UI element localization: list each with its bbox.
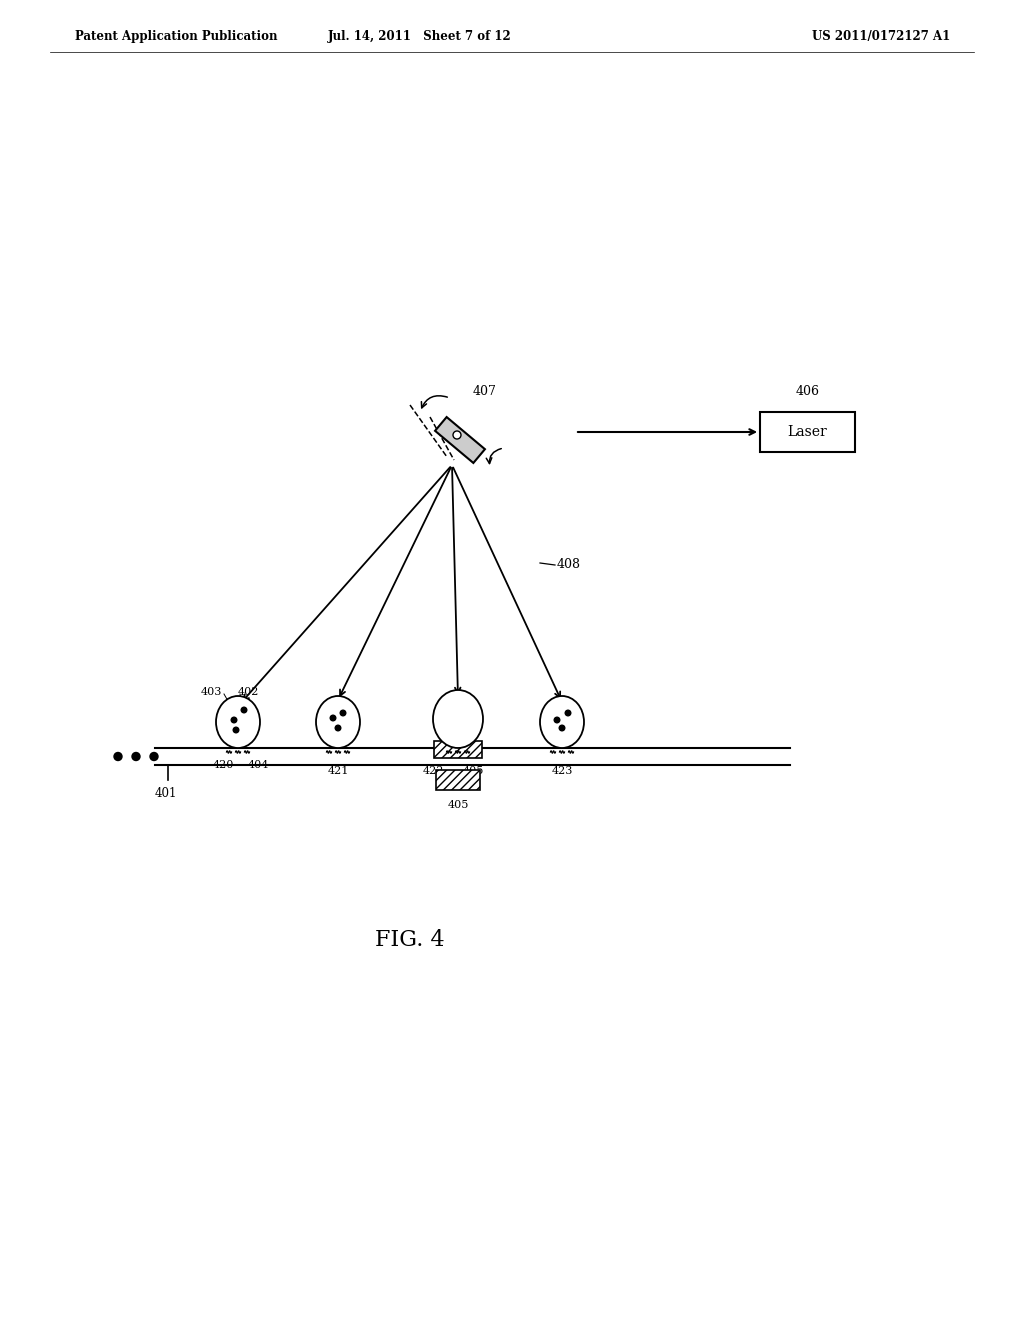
Text: 406: 406 [796,385,819,399]
Circle shape [114,752,122,760]
Circle shape [565,710,570,715]
Text: 423: 423 [551,766,572,776]
Ellipse shape [540,696,584,748]
Circle shape [559,725,565,731]
Text: 405: 405 [447,800,469,810]
Text: FIG. 4: FIG. 4 [375,929,444,950]
Circle shape [554,717,560,723]
Text: 420: 420 [213,760,234,770]
Circle shape [231,717,237,723]
Ellipse shape [433,690,483,748]
Text: 402: 402 [238,686,259,697]
Circle shape [233,727,239,733]
Circle shape [340,710,346,715]
Text: 422: 422 [423,766,444,776]
Text: Patent Application Publication: Patent Application Publication [75,30,278,44]
Text: Jul. 14, 2011   Sheet 7 of 12: Jul. 14, 2011 Sheet 7 of 12 [328,30,512,44]
Bar [434,741,481,758]
Text: 405: 405 [463,766,484,776]
Circle shape [335,725,341,731]
Circle shape [453,432,461,440]
Text: US 2011/0172127 A1: US 2011/0172127 A1 [812,30,950,44]
Text: 421: 421 [328,766,349,776]
Bar [435,417,485,463]
Ellipse shape [216,696,260,748]
Circle shape [132,752,140,760]
Text: 401: 401 [155,787,177,800]
Text: 404: 404 [248,760,269,770]
Text: 408: 408 [557,558,581,572]
Circle shape [242,708,247,713]
Bar [436,770,480,789]
Bar [760,412,855,451]
Circle shape [150,752,158,760]
Text: Laser: Laser [787,425,827,440]
Text: 407: 407 [473,385,497,399]
Ellipse shape [316,696,360,748]
Text: 403: 403 [201,686,222,697]
Circle shape [330,715,336,721]
